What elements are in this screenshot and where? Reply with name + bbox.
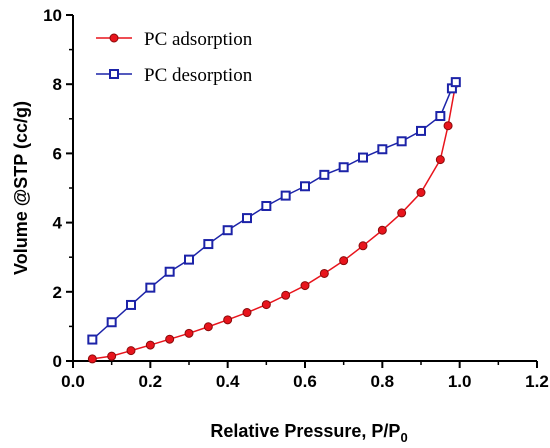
data-point	[435, 111, 446, 122]
legend-entry: PC desorption	[96, 65, 253, 86]
data-point	[87, 354, 97, 364]
data-point	[300, 181, 310, 192]
legend-label: PC desorption	[144, 65, 253, 86]
y-tick-label: 8	[53, 75, 62, 94]
data-point	[242, 308, 252, 318]
data-point	[126, 299, 136, 310]
legend-marker	[109, 33, 119, 43]
data-point	[203, 239, 214, 250]
data-point	[450, 77, 461, 88]
data-point	[435, 155, 445, 165]
y-axis-title: Volume @STP (cc/g)	[11, 101, 31, 275]
data-point	[281, 290, 291, 300]
data-point	[280, 190, 291, 201]
data-point	[145, 340, 155, 350]
data-point	[87, 334, 98, 345]
data-point	[165, 334, 175, 344]
series-line	[92, 83, 457, 360]
data-point	[223, 315, 233, 325]
series-1	[87, 78, 461, 364]
data-point	[416, 187, 426, 197]
data-point	[377, 144, 388, 155]
data-point	[397, 208, 407, 218]
y-tick-label: 2	[53, 283, 62, 302]
data-point	[358, 241, 368, 251]
data-point	[443, 121, 453, 131]
data-point	[396, 136, 407, 147]
data-point	[107, 351, 117, 361]
legend-entry: PC adsorption	[96, 29, 253, 50]
data-point	[126, 346, 136, 356]
y-tick-label: 6	[53, 144, 62, 163]
legend-label: PC adsorption	[144, 29, 253, 50]
x-tick-label: 0.6	[293, 372, 317, 391]
data-point	[416, 125, 426, 136]
data-point	[358, 152, 368, 163]
x-axis-title-main: Relative Pressure, P/P	[210, 421, 400, 441]
data-point	[377, 225, 387, 235]
series-2	[87, 77, 461, 345]
x-axis-title: Relative Pressure, P/P0	[210, 421, 407, 445]
x-tick-label: 0.4	[216, 372, 240, 391]
x-tick-label: 1.2	[525, 372, 549, 391]
data-point	[145, 282, 156, 293]
data-point	[261, 300, 271, 310]
data-point	[242, 213, 252, 224]
data-point	[319, 268, 329, 278]
data-point	[300, 281, 310, 291]
data-point	[106, 317, 117, 328]
data-point	[319, 169, 330, 180]
y-tick-label: 4	[53, 214, 63, 233]
data-point	[164, 266, 175, 277]
plot-area	[87, 77, 461, 364]
y-tick-label: 0	[53, 352, 62, 371]
data-point	[339, 256, 349, 266]
y-tick-label: 10	[43, 6, 62, 25]
legend: PC adsorption PC desorption	[96, 29, 253, 86]
x-tick-label: 1.0	[448, 372, 472, 391]
x-axis-title-subscript: 0	[400, 430, 407, 445]
data-point	[203, 322, 213, 332]
x-tick-label: 0.2	[139, 372, 163, 391]
x-tick-label: 0.8	[371, 372, 395, 391]
data-point	[338, 162, 349, 173]
ticks: 0.0 0.2 0.4 0.6 0.8 1.0 1.2 0 2 4 6 8 10	[43, 6, 549, 391]
data-point	[222, 225, 233, 236]
x-tick-label: 0.0	[61, 372, 85, 391]
data-point	[261, 200, 272, 211]
data-point	[184, 254, 194, 265]
legend-marker	[109, 69, 119, 79]
data-point	[184, 328, 194, 338]
